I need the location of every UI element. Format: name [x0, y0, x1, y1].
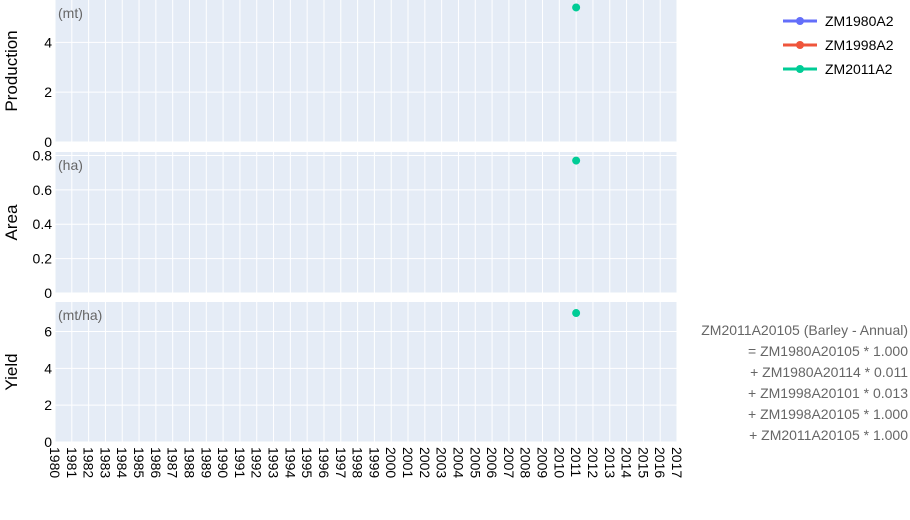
annotation-line: + ZM1998A20105 * 1.000 — [748, 406, 908, 422]
x-tick-label: 1985 — [131, 447, 147, 478]
x-tick-label: 2012 — [585, 447, 601, 478]
x-tick-label: 2002 — [417, 447, 433, 478]
x-tick-label: 1994 — [282, 447, 298, 478]
x-tick-label: 2010 — [551, 447, 567, 478]
y-tick-label: 2 — [44, 397, 52, 413]
x-tick-label: 2013 — [602, 447, 618, 478]
legend-label: ZM1980A2 — [825, 13, 894, 29]
y-tick-label: 0 — [44, 434, 52, 450]
x-tick-label: 2011 — [568, 447, 584, 477]
x-tick-label: 1988 — [181, 447, 197, 478]
legend-swatch-marker — [796, 17, 804, 25]
x-tick-label: 1993 — [266, 447, 282, 478]
x-tick-label: 1995 — [299, 447, 315, 478]
x-tick-label: 1990 — [215, 447, 231, 478]
y-axis-label: Production — [2, 30, 21, 111]
legend-label: ZM2011A2 — [825, 61, 893, 77]
x-tick-label: 1999 — [366, 447, 382, 478]
x-tick-label: 1991 — [232, 447, 248, 478]
x-tick-label: 2009 — [535, 447, 551, 478]
annotation-line: + ZM1980A20114 * 0.011 — [750, 364, 908, 380]
y-tick-label: 4 — [44, 34, 52, 50]
plot-area-yield — [55, 302, 677, 442]
unit-label: (mt) — [58, 5, 83, 21]
x-tick-label: 2005 — [467, 447, 483, 478]
x-tick-label: 1982 — [81, 447, 97, 478]
x-tick-label: 1987 — [165, 447, 181, 478]
x-tick-label: 2008 — [518, 447, 534, 478]
x-tick-label: 1989 — [198, 447, 214, 478]
y-tick-label: 0.6 — [33, 182, 53, 198]
y-axis-label: Yield — [2, 353, 21, 390]
x-tick-label: 2000 — [383, 447, 399, 478]
unit-label: (mt/ha) — [58, 307, 102, 323]
y-tick-label: 2 — [44, 84, 52, 100]
x-tick-label: 1981 — [64, 447, 80, 478]
x-tick-label: 1997 — [333, 447, 349, 478]
y-tick-label: 0 — [44, 285, 52, 301]
plot-area-production — [55, 0, 677, 142]
x-tick-label: 1992 — [249, 447, 265, 478]
data-point-zm2011a2 — [572, 309, 581, 318]
x-tick-label: 2003 — [434, 447, 450, 478]
x-tick-label: 2006 — [484, 447, 500, 478]
annotation-line: ZM2011A20105 (Barley - Annual) — [701, 322, 908, 338]
y-tick-label: 6 — [44, 323, 52, 339]
y-tick-label: 0 — [44, 134, 52, 150]
y-tick-label: 0.8 — [33, 147, 53, 163]
legend-swatch-marker — [796, 41, 804, 49]
x-tick-label: 2007 — [501, 447, 517, 478]
x-tick-label: 2014 — [619, 447, 635, 478]
y-axis-label: Area — [2, 204, 21, 240]
unit-label: (ha) — [58, 157, 83, 173]
data-point-zm2011a2 — [572, 156, 581, 165]
x-tick-label: 1984 — [114, 447, 130, 478]
x-tick-label: 2001 — [400, 447, 416, 478]
x-tick-label: 1996 — [316, 447, 332, 478]
y-tick-label: 0.2 — [33, 251, 53, 267]
annotation-line: = ZM1980A20105 * 1.000 — [748, 343, 908, 359]
x-tick-label: 1980 — [47, 447, 63, 478]
x-tick-label: 2017 — [669, 447, 685, 478]
legend-label: ZM1998A2 — [825, 37, 894, 53]
x-tick-label: 2016 — [652, 447, 668, 478]
legend-swatch-marker — [796, 65, 804, 73]
annotation-line: + ZM2011A20105 * 1.000 — [749, 427, 908, 443]
annotation-line: + ZM1998A20101 * 0.013 — [748, 385, 908, 401]
plot-area-area — [55, 152, 677, 293]
data-point-zm2011a2 — [572, 3, 581, 12]
x-tick-label: 1986 — [148, 447, 164, 478]
x-tick-label: 1983 — [97, 447, 113, 478]
y-tick-label: 4 — [44, 360, 52, 376]
y-tick-label: 0.4 — [33, 216, 53, 232]
x-tick-label: 1998 — [350, 447, 366, 478]
x-tick-label: 2004 — [450, 447, 466, 478]
x-tick-label: 2015 — [635, 447, 651, 478]
